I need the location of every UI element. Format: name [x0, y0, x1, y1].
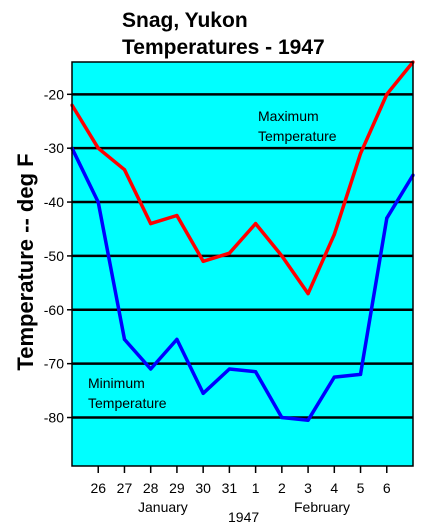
x-tick-label: 31 — [222, 480, 238, 496]
chart-title-line-2: Temperatures - 1947 — [122, 36, 325, 59]
x-axis-ticks: 26 27 28 29 30 31 1 2 3 4 5 6 — [90, 466, 391, 496]
data-point — [96, 146, 100, 150]
max-temp-label-line-2: Temperature — [258, 128, 337, 144]
data-point — [358, 151, 363, 156]
y-tick-label: -40 — [44, 194, 64, 210]
x-tick-label: 1 — [252, 480, 260, 496]
x-tick-label: 3 — [304, 480, 312, 496]
y-tick-label: -50 — [44, 248, 64, 264]
x-tick-label: 6 — [383, 480, 391, 496]
month-label-february: February — [294, 499, 350, 515]
x-tick-label: 28 — [143, 480, 159, 496]
month-label-january: January — [138, 499, 188, 515]
data-point — [385, 92, 389, 96]
y-tick-label: -70 — [44, 356, 64, 372]
y-axis-label: Temperature -- deg F — [13, 153, 38, 370]
data-point — [385, 216, 389, 220]
x-tick-label: 5 — [357, 480, 365, 496]
data-point — [332, 375, 336, 379]
min-temp-label-line-1: Minimum — [88, 375, 145, 391]
x-tick-label: 2 — [278, 480, 286, 496]
data-point — [201, 259, 205, 263]
y-axis-ticks: -20 -30 -40 -50 -60 -70 -80 — [44, 86, 72, 426]
data-point — [306, 418, 310, 422]
plot-frame — [71, 61, 414, 467]
y-tick-label: -30 — [44, 140, 64, 156]
data-point — [201, 391, 205, 395]
data-point — [227, 367, 231, 371]
x-tick-label: 26 — [90, 480, 106, 496]
min-temp-label-line-2: Temperature — [88, 395, 167, 411]
grid-lines — [72, 93, 413, 419]
series-line-minimum — [70, 147, 415, 422]
series-layer — [70, 60, 415, 422]
data-point — [149, 367, 153, 371]
x-tick-label: 27 — [117, 480, 133, 496]
x-tick-label: 4 — [330, 480, 338, 496]
data-point — [306, 292, 310, 296]
series-line-maximum — [70, 60, 415, 296]
data-point — [122, 337, 127, 342]
data-point — [227, 251, 231, 255]
data-point — [254, 370, 258, 374]
data-point — [254, 222, 258, 226]
y-tick-label: -20 — [44, 86, 64, 102]
y-tick-label: -80 — [44, 410, 64, 426]
x-tick-label: 30 — [195, 480, 211, 496]
x-axis-year-label: 1947 — [228, 509, 259, 525]
data-point — [358, 372, 363, 377]
max-temp-label-line-1: Maximum — [258, 108, 319, 124]
x-tick-label: 29 — [169, 480, 185, 496]
chart-title-line-1: Snag, Yukon — [122, 9, 248, 32]
y-tick-label: -60 — [44, 302, 64, 318]
data-point — [175, 213, 179, 218]
data-point — [96, 200, 100, 204]
plot-area — [72, 62, 413, 466]
data-point — [280, 254, 284, 258]
data-point — [149, 222, 153, 226]
data-point — [175, 337, 179, 342]
data-point — [332, 232, 336, 236]
data-point — [280, 415, 284, 420]
data-point — [122, 168, 127, 172]
